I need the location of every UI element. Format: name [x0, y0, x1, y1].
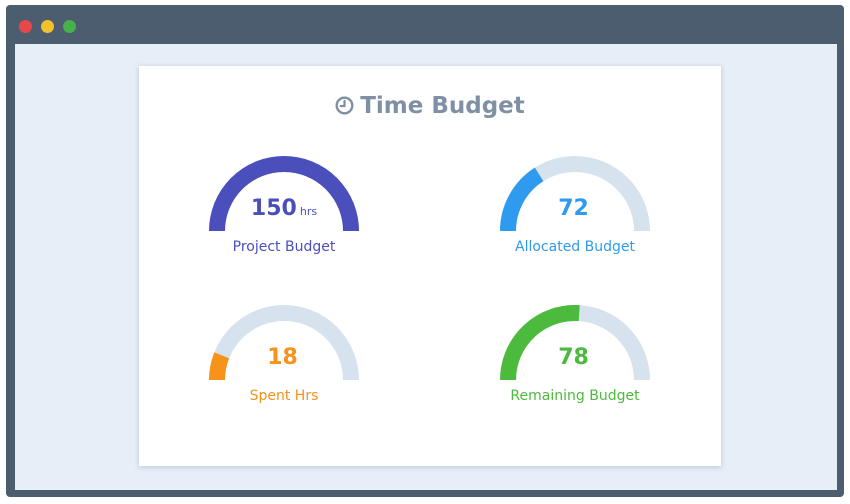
gauge-fill: [209, 352, 230, 381]
gauge-fill: [500, 167, 544, 232]
close-window-button[interactable]: [19, 20, 32, 33]
time-budget-card: Time Budget 150 hrs Project Budget 72 All…: [139, 66, 721, 466]
gauge-arc: [500, 305, 650, 381]
gauge-fill: [500, 305, 580, 381]
gauge-arc: [209, 305, 359, 381]
gauge-label: Allocated Budget: [515, 239, 635, 255]
card-title: Time Budget: [139, 92, 721, 122]
gauge-label: Project Budget: [232, 239, 336, 255]
gauge-unit: hrs: [299, 205, 318, 218]
gauge-remaining-budget: 78 Remaining Budget: [465, 305, 685, 415]
minimize-window-button[interactable]: [41, 20, 54, 33]
maximize-window-button[interactable]: [63, 20, 76, 33]
gauge-arc: [209, 156, 359, 232]
gauge-value: 78: [558, 345, 589, 370]
gauge-label: Spent Hrs: [249, 388, 319, 404]
gauge-allocated-budget: 72 Allocated Budget: [465, 156, 685, 266]
gauge-project-budget: 150 hrs Project Budget: [174, 156, 394, 266]
clock-icon: [335, 94, 354, 122]
app-window: Time Budget 150 hrs Project Budget 72 All…: [6, 5, 844, 497]
gauge-spent-hrs: 18 Spent Hrs: [174, 305, 394, 415]
gauge-label: Remaining Budget: [510, 388, 640, 404]
gauge-value: 18: [267, 345, 298, 370]
window-titlebar: [6, 5, 844, 43]
gauge-value: 150 hrs: [250, 196, 318, 221]
gauge-fill: [209, 156, 359, 232]
window-content: Time Budget 150 hrs Project Budget 72 All…: [15, 44, 837, 490]
gauge-track: [209, 305, 359, 381]
card-title-text: Time Budget: [360, 93, 525, 119]
gauge-arc: [500, 156, 650, 232]
gauge-value: 72: [558, 196, 589, 221]
